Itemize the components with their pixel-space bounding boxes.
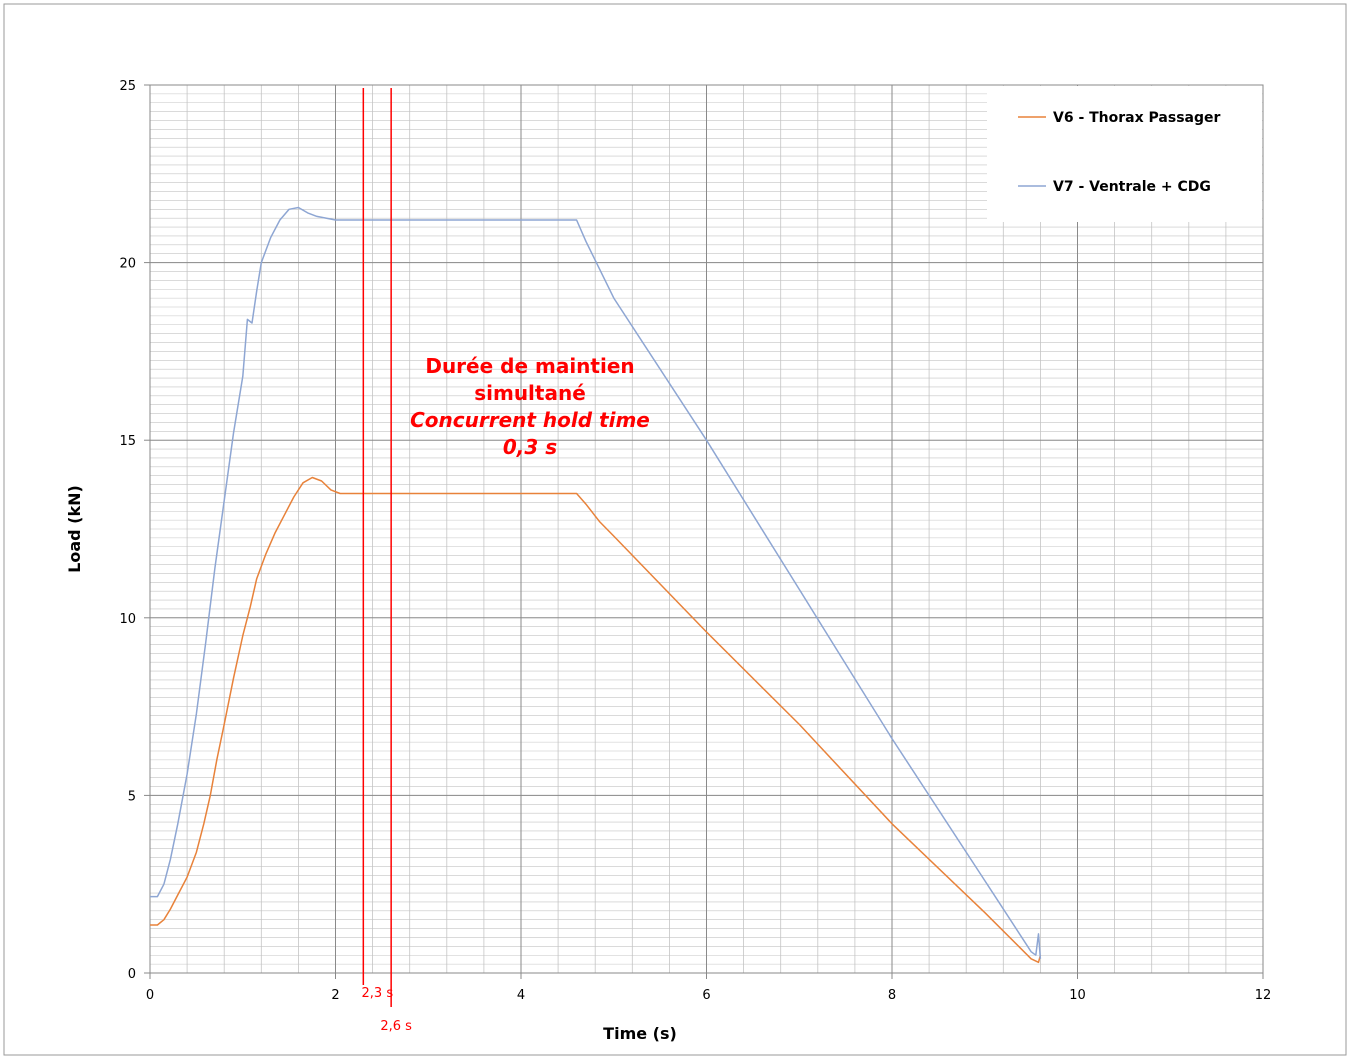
x-axis-ticks: 0 2 4 6 8 10 12 (146, 973, 1271, 1003)
legend-label-v7: V7 - Ventrale + CDG (1053, 179, 1211, 195)
y-axis-title: Load (kN) (65, 485, 84, 573)
y-tick-label: 0 (128, 967, 136, 982)
x-tick-label: 8 (888, 988, 896, 1003)
series-line-v6 (150, 476, 1042, 964)
y-tick-label: 10 (119, 612, 136, 627)
y-tick-label: 25 (119, 79, 136, 94)
x-tick-label: 2 (331, 988, 339, 1003)
annotation-line-en: Concurrent hold time (410, 408, 650, 432)
x-tick-label: 6 (702, 988, 710, 1003)
annotation-line-fr-2: simultané (474, 381, 586, 405)
x-tick-label: 0 (146, 988, 154, 1003)
series-layer (150, 206, 1042, 964)
x-tick-label: 12 (1255, 988, 1272, 1003)
hold-time-annotation: Durée de maintien simultané Concurrent h… (410, 354, 650, 459)
annotation-duration: 0,3 s (503, 435, 557, 459)
legend: V6 - Thorax Passager V7 - Ventrale + CDG (987, 86, 1262, 222)
x-tick-label: 4 (517, 988, 525, 1003)
series-line-v7 (150, 206, 1042, 959)
y-axis-ticks: 0 5 10 15 20 25 (119, 79, 150, 982)
y-tick-label: 20 (119, 257, 136, 272)
y-tick-label: 15 (119, 434, 136, 449)
x-axis-title: Time (s) (603, 1024, 677, 1043)
legend-box (987, 86, 1262, 222)
y-tick-label: 5 (128, 789, 136, 804)
marker-layer: 2,3 s 2,6 s (362, 88, 412, 1034)
marker-label: 2,6 s (380, 1019, 412, 1034)
marker-label: 2,3 s (362, 986, 394, 1001)
x-tick-label: 10 (1069, 988, 1086, 1003)
annotation-line-fr-1: Durée de maintien (425, 354, 634, 378)
legend-label-v6: V6 - Thorax Passager (1053, 110, 1220, 126)
